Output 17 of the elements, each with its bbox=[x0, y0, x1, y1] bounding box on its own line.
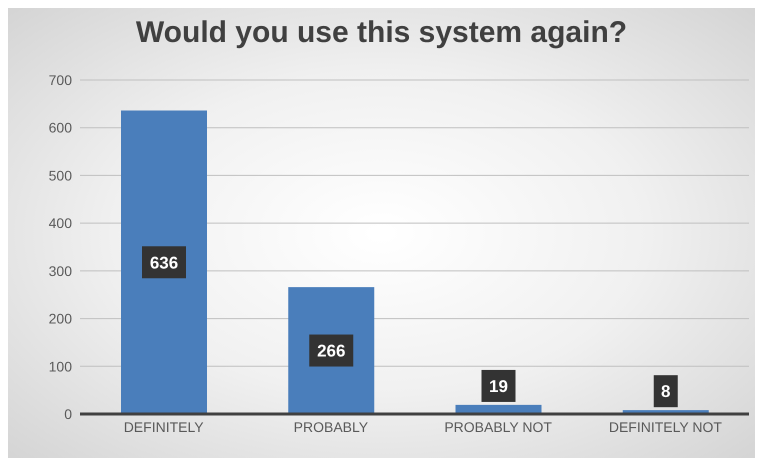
x-tick-label: DEFINITELY NOT bbox=[608, 418, 722, 435]
x-tick-label: PROBABLY bbox=[294, 418, 369, 435]
y-tick-label: 400 bbox=[48, 215, 72, 232]
data-label: 19 bbox=[489, 376, 508, 396]
y-tick-label: 600 bbox=[48, 120, 72, 136]
y-tick-label: 500 bbox=[48, 167, 72, 184]
y-tick-label: 700 bbox=[48, 72, 72, 88]
x-tick-label: DEFINITELY bbox=[124, 418, 204, 435]
x-tick-label: PROBABLY NOT bbox=[444, 418, 552, 435]
data-label: 8 bbox=[661, 382, 670, 402]
y-tick-label: 300 bbox=[48, 262, 72, 279]
y-tick-label: 200 bbox=[48, 310, 72, 327]
chart-title: Would you use this system again? bbox=[134, 16, 628, 50]
y-tick-label: 100 bbox=[48, 358, 72, 374]
data-label: 636 bbox=[150, 253, 178, 272]
y-tick-label: 0 bbox=[64, 406, 72, 422]
data-label: 266 bbox=[317, 342, 346, 361]
